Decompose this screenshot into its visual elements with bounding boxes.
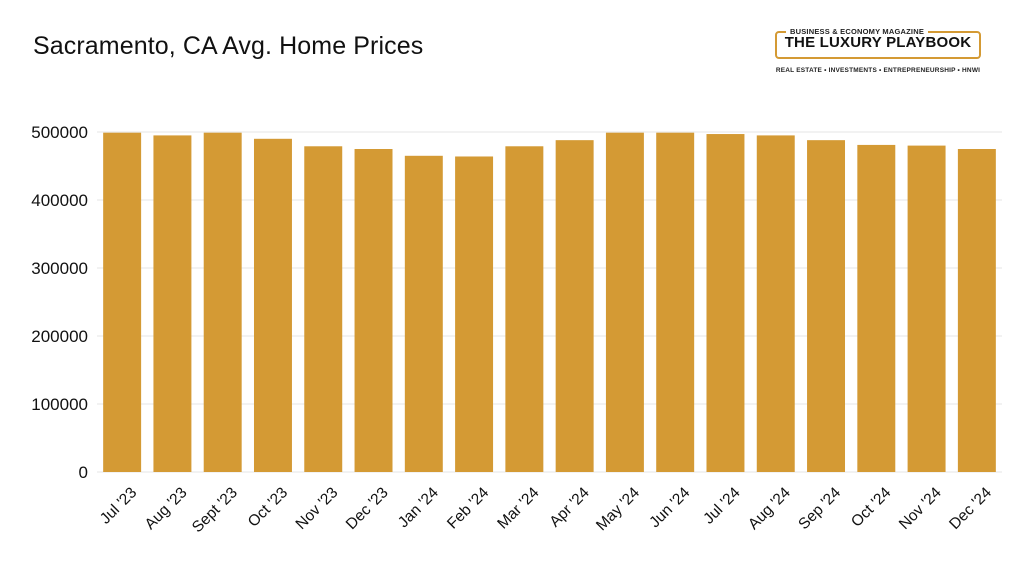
y-tick-label: 100000	[31, 395, 88, 414]
x-tick-label: Nov '24	[896, 484, 945, 533]
brand-logo: BUSINESS & ECONOMY MAGAZINE THE LUXURY P…	[772, 24, 984, 80]
bars	[103, 132, 996, 473]
x-tick-label: Aug '23	[142, 484, 191, 533]
x-tick-label: Jul '23	[97, 484, 140, 527]
x-tick-label: Sep '24	[795, 484, 844, 533]
y-axis-ticks: 0 100000 200000 300000 400000 500000	[31, 123, 88, 482]
x-tick-label: Jul '24	[700, 484, 744, 528]
x-tick-label: Aug '24	[745, 484, 794, 533]
bar	[253, 138, 292, 473]
x-tick-label: Oct '23	[245, 484, 291, 530]
brand-top-label: BUSINESS & ECONOMY MAGAZINE	[786, 27, 929, 36]
bar	[103, 132, 142, 472]
bar	[756, 135, 795, 472]
y-tick-label: 200000	[31, 327, 88, 346]
chart-title: Sacramento, CA Avg. Home Prices	[33, 32, 424, 60]
x-tick-label: Jun '24	[646, 484, 693, 531]
gridlines	[97, 131, 1002, 473]
y-tick-label: 0	[79, 463, 88, 482]
bar	[304, 146, 343, 472]
bar	[505, 146, 544, 472]
x-tick-label: Sept '23	[189, 484, 241, 536]
x-tick-label: Oct '24	[848, 484, 895, 531]
brand-tagline: REAL ESTATE • INVESTMENTS • ENTREPRENEUR…	[775, 67, 981, 74]
x-tick-label: May '24	[593, 484, 643, 534]
bar	[455, 156, 494, 473]
bar	[153, 135, 192, 472]
y-tick-label: 400000	[31, 191, 88, 210]
x-tick-label: Dec '23	[343, 484, 392, 533]
bar	[354, 149, 393, 472]
x-tick-label: Nov '23	[293, 484, 342, 533]
x-tick-label: Apr '24	[546, 484, 593, 531]
bar	[203, 132, 242, 472]
bar	[957, 149, 996, 472]
y-tick-label: 500000	[31, 123, 88, 142]
x-tick-label: Mar '24	[494, 484, 542, 532]
bar	[857, 144, 896, 473]
bar	[404, 155, 443, 473]
bar	[807, 140, 846, 472]
x-tick-label: Dec '24	[946, 484, 995, 533]
y-tick-label: 300000	[31, 259, 88, 278]
bar	[605, 132, 644, 472]
x-tick-label: Feb '24	[444, 484, 493, 533]
bar	[706, 134, 745, 473]
bar	[907, 145, 946, 472]
x-tick-label: Jan '24	[395, 484, 442, 531]
bar	[555, 140, 594, 472]
brand-name: THE LUXURY PLAYBOOK	[784, 34, 972, 51]
bar	[656, 132, 695, 472]
